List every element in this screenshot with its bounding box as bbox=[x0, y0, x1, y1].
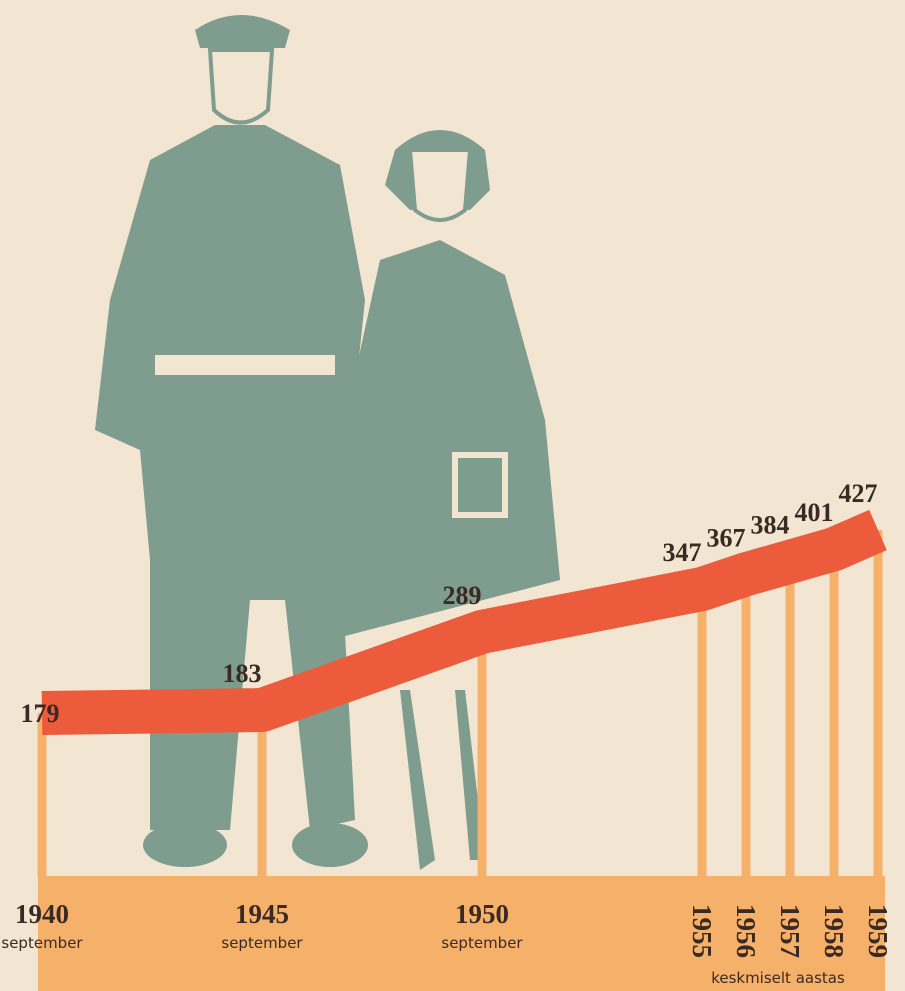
value-label: 289 bbox=[443, 581, 482, 610]
x-tick-label: 1959 bbox=[863, 904, 893, 958]
x-tick-label: 1957 bbox=[775, 904, 805, 958]
x-tick-label: 1940 bbox=[15, 899, 69, 929]
value-label: 384 bbox=[751, 511, 790, 540]
x-sub-label: september bbox=[221, 934, 303, 952]
value-label: 367 bbox=[707, 523, 746, 552]
value-label: 183 bbox=[223, 659, 262, 688]
value-label: 179 bbox=[21, 699, 60, 728]
x-sub-label: september bbox=[441, 934, 523, 952]
x-sub-label: september bbox=[1, 934, 83, 952]
x-tick-label: 1958 bbox=[819, 904, 849, 958]
chart: 179 183 289 347367384401427 1940 september 194… bbox=[0, 0, 905, 991]
x-tick-label: 1956 bbox=[731, 904, 761, 958]
value-label: 347 bbox=[663, 538, 702, 567]
value-label: 401 bbox=[795, 498, 834, 527]
value-label: 427 bbox=[839, 479, 878, 508]
note: keskmiselt aastas bbox=[711, 969, 845, 987]
x-tick-label: 1955 bbox=[687, 904, 717, 958]
x-tick-label: 1945 bbox=[235, 899, 289, 929]
x-tick-label: 1950 bbox=[455, 899, 509, 929]
